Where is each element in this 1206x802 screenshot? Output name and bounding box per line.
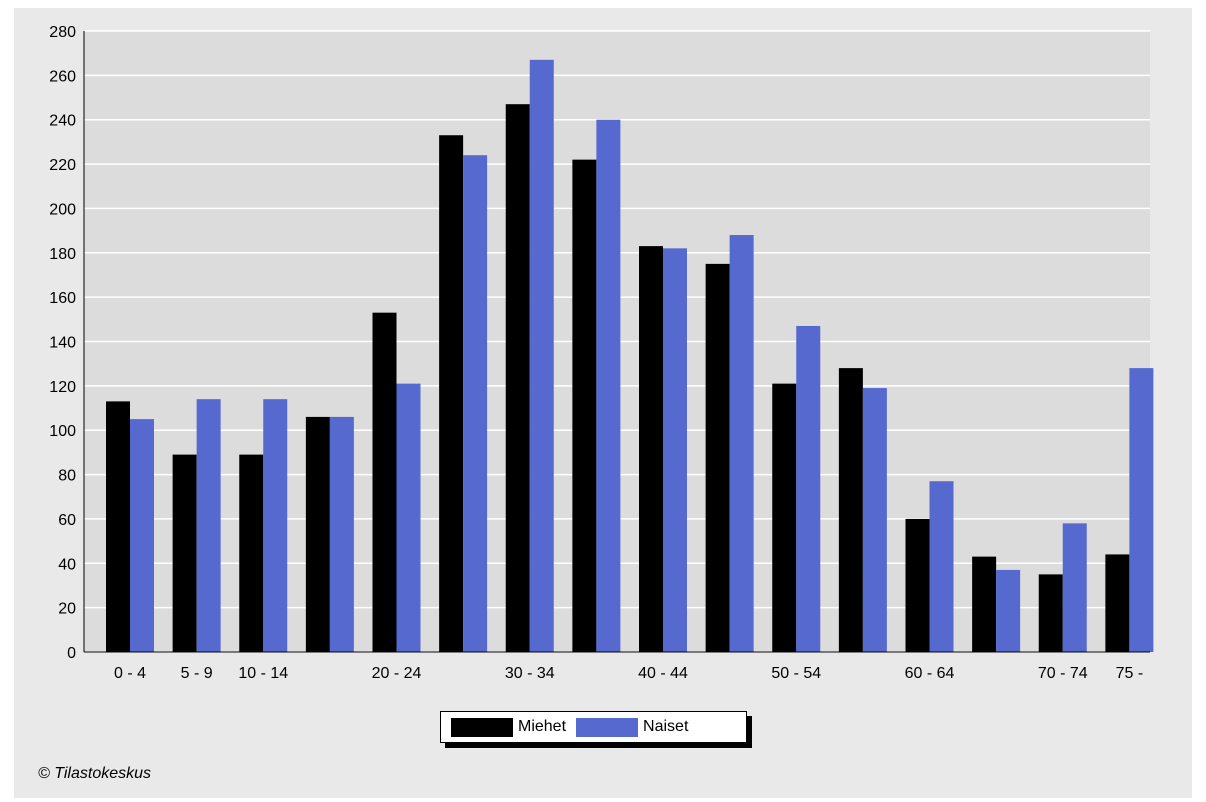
bar-miehet-13: [905, 518, 930, 652]
x-tick-label: 70 - 74: [1038, 665, 1088, 682]
legend-item-miehet: Miehet: [441, 717, 567, 737]
bar-naiset-10: [729, 235, 754, 653]
y-tick-label: 240: [49, 113, 76, 130]
x-tick-label: 10 - 14: [238, 665, 288, 682]
bar-miehet-14: [972, 556, 997, 652]
legend-swatch-miehet: [451, 717, 513, 737]
y-tick-label: 180: [49, 246, 76, 263]
bar-miehet-16: [1105, 554, 1130, 652]
bar-naiset-14: [996, 569, 1021, 652]
bar-naiset-9: [663, 248, 687, 652]
y-tick-label: 20: [58, 601, 76, 618]
y-tick-label: 40: [58, 556, 76, 573]
bar-naiset-7: [529, 59, 554, 652]
y-tick-label: 100: [49, 423, 76, 440]
y-tick-label: 140: [49, 335, 76, 352]
bar-miehet-15: [1038, 574, 1063, 652]
bar-miehet-10: [705, 263, 730, 652]
bar-naiset-12: [862, 388, 887, 652]
y-tick-label: 280: [49, 24, 76, 41]
x-tick-label: 50 - 54: [771, 665, 821, 682]
bar-miehet-11: [772, 383, 797, 652]
bar-naiset-3: [263, 399, 288, 652]
bar-miehet-1: [106, 401, 130, 652]
y-tick-label: 200: [49, 201, 76, 218]
bar-miehet-7: [505, 104, 530, 653]
chart-frame: 0 20 40 60 80 100 120 140 160 180 200 220 240 260 280 0…: [14, 8, 1192, 798]
legend: Miehet Naiset: [440, 711, 747, 743]
x-tick-label: 40 - 44: [638, 665, 688, 682]
legend-item-naiset: Naiset: [566, 717, 689, 737]
y-tick-label: 80: [58, 468, 76, 485]
bar-naiset-4: [329, 416, 354, 652]
bar-naiset-16: [1129, 368, 1154, 652]
y-tick-label: 220: [49, 157, 76, 174]
bar-miehet-6: [439, 135, 464, 653]
bar-naiset-6: [463, 155, 488, 652]
legend-swatch-naiset: [576, 717, 639, 737]
bar-miehet-4: [305, 416, 330, 652]
bar-naiset-1: [130, 419, 154, 652]
bar-naiset-15: [1062, 523, 1087, 652]
x-tick-label: 20 - 24: [372, 665, 422, 682]
legend-label-miehet: Miehet: [518, 718, 567, 735]
x-tick-label: 60 - 64: [905, 665, 955, 682]
bar-naiset-8: [596, 119, 621, 652]
bar-naiset-13: [929, 481, 954, 652]
bar-miehet-5: [372, 312, 397, 652]
bar-miehet-9: [639, 246, 663, 652]
source-credit: © Tilastokeskus: [38, 765, 152, 782]
bar-miehet-2: [172, 454, 197, 652]
bar-naiset-5: [396, 383, 421, 652]
y-tick-label: 260: [49, 68, 76, 85]
bar-naiset-11: [796, 325, 821, 652]
bar-miehet-3: [239, 454, 264, 652]
x-tick-label: 75 -: [1116, 665, 1144, 682]
y-tick-label: 160: [49, 290, 76, 307]
y-tick-label: 60: [58, 512, 76, 529]
x-tick-label: 30 - 34: [505, 665, 555, 682]
bar-miehet-12: [838, 368, 863, 652]
bar-naiset-2: [196, 399, 221, 652]
y-tick-label: 120: [49, 379, 76, 396]
x-tick-label: 0 - 4: [114, 665, 146, 682]
bar-chart: 0 20 40 60 80 100 120 140 160 180 200 220 240 260 280 0…: [49, 24, 1154, 682]
legend-label-naiset: Naiset: [643, 718, 689, 735]
y-tick-label: 0: [67, 645, 76, 662]
bar-miehet-8: [572, 159, 597, 652]
x-tick-label: 5 - 9: [181, 665, 213, 682]
